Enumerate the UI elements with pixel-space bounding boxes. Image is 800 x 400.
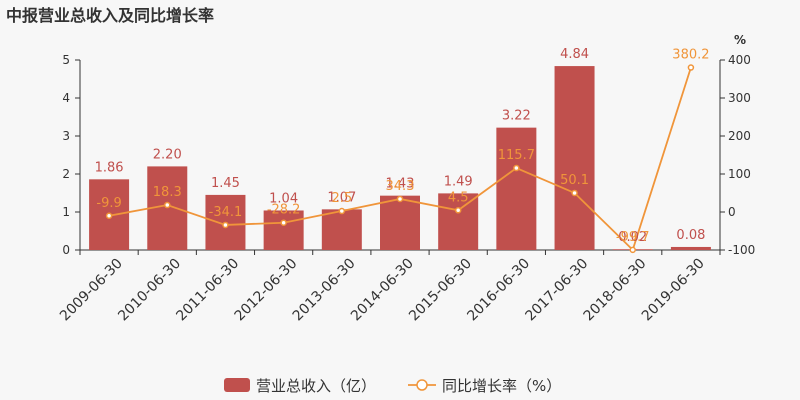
chart-title: 中报营业总收入及同比增长率 [6, 6, 215, 25]
bar-value-label: 1.45 [211, 176, 240, 191]
growth-point [454, 207, 462, 214]
growth-value-label: 18.3 [153, 185, 182, 200]
growth-value-label: 4.5 [448, 190, 469, 205]
growth-point [164, 201, 171, 209]
growth-value-label: -34.1 [209, 205, 243, 220]
bar-value-label: 3.22 [502, 109, 531, 124]
growth-point [222, 221, 229, 229]
growth-value-label: 380.2 [672, 48, 709, 63]
growth-value-label: 34.3 [386, 179, 415, 194]
y-left-tick-label: 5 [62, 53, 70, 67]
y-left-tick-label: 2 [62, 167, 70, 181]
legend-line-label: 同比增长率（%） [442, 377, 561, 395]
bar [554, 66, 595, 250]
growth-point [338, 207, 346, 215]
bar-value-label: 1.86 [95, 160, 124, 175]
bar [670, 246, 711, 250]
bar [263, 210, 304, 250]
y-left-tick-label: 3 [62, 129, 70, 143]
y-left-tick-label: 1 [62, 205, 70, 219]
growth-value-label: 115.7 [498, 148, 535, 163]
y-right-tick-label: 0 [728, 205, 736, 219]
growth-point [629, 246, 636, 254]
bar-value-label: 1.49 [444, 174, 473, 189]
bar [496, 127, 537, 250]
y-right-tick-label: -100 [728, 243, 755, 257]
bar [438, 193, 479, 250]
bar-value-label: 0.08 [676, 228, 705, 243]
y-right-tick-label: 400 [728, 53, 751, 67]
bar-value-label: 4.84 [560, 47, 589, 62]
y-right-tick-label: 300 [728, 91, 751, 105]
growth-value-label: 50.1 [560, 173, 589, 188]
growth-point [513, 164, 520, 172]
growth-point [687, 64, 695, 71]
bar-value-label: 1.43 [386, 177, 415, 192]
bar [321, 209, 362, 250]
x-tick-label: 2019-06-30 [639, 256, 708, 325]
growth-value-label: -9.9 [96, 196, 121, 211]
bar [380, 195, 420, 250]
bar-value-label: 1.07 [327, 190, 356, 205]
growth-point [396, 195, 404, 203]
bar-value-label: 2.20 [153, 147, 182, 162]
legend-line-marker [416, 379, 428, 391]
y-left-tick-label: 0 [62, 243, 70, 257]
growth-value-label: -99.7 [616, 230, 650, 245]
growth-point [280, 219, 287, 226]
bar-value-label: 1.04 [269, 191, 298, 206]
y-right-unit: % [734, 33, 746, 47]
growth-point [571, 189, 578, 197]
bar-value-label: 0.02 [618, 230, 647, 245]
growth-value-label: 2.5 [331, 191, 352, 206]
legend-bar-label: 营业总收入（亿） [256, 377, 376, 395]
y-left-tick-label: 4 [62, 91, 70, 105]
growth-point [105, 212, 113, 220]
legend-bar-swatch [224, 378, 250, 392]
growth-value-label: -28.2 [267, 203, 301, 218]
y-right-tick-label: 100 [728, 167, 751, 181]
y-right-tick-label: 200 [728, 129, 751, 143]
